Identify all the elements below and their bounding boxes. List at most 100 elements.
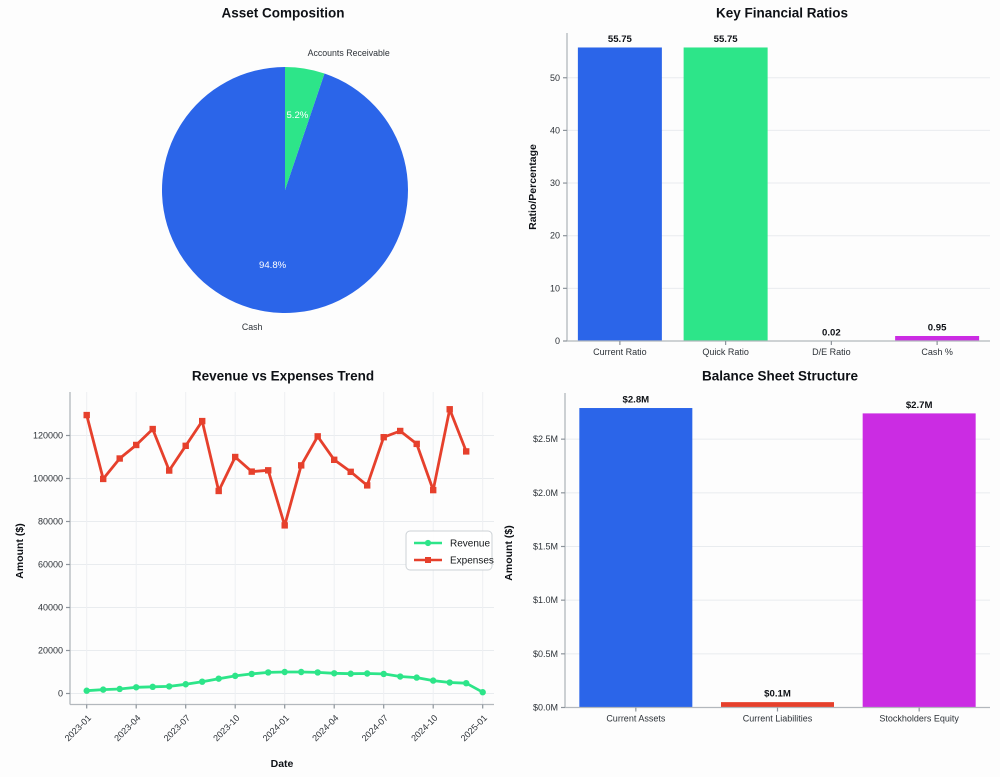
y-tick-label: 10: [550, 283, 560, 293]
y-tick-label: 40: [550, 125, 560, 135]
bar-value-label-d-e-ratio: 0.02: [822, 327, 841, 338]
pie-label-accounts-receivable: Accounts Receivable: [308, 48, 390, 58]
x-tick-label-2023-10: 2023-10: [211, 713, 241, 743]
marker-expenses: [281, 522, 288, 529]
bar-value-label-current-liabilities: $0.1M: [764, 689, 791, 700]
marker-expenses: [199, 417, 206, 425]
pie-label-cash: Cash: [242, 322, 263, 332]
y-tick-label: 30: [550, 178, 560, 188]
line-expenses: [85, 407, 468, 527]
bar-stockholders-equity: [862, 413, 976, 708]
x-tick-label-2024-10: 2024-10: [409, 713, 439, 743]
trend-chart-title: Revenue vs Expenses Trend: [191, 368, 375, 384]
y-tick-label: $0.0M: [533, 703, 558, 713]
marker-revenue: [331, 670, 338, 677]
pie-percentage-accounts-receivable: 5.2%: [286, 110, 308, 121]
pie-slice-accounts-receivable: [285, 67, 325, 190]
marker-revenue: [133, 684, 140, 691]
marker-expenses: [265, 467, 272, 474]
y-tick-label: 80000: [38, 517, 63, 527]
marker-expenses: [166, 467, 173, 474]
marker-expenses: [215, 487, 222, 495]
x-tick-label-2023-04: 2023-04: [112, 713, 142, 743]
y-tick-label: $2.5M: [533, 434, 558, 444]
marker-revenue: [364, 670, 371, 677]
marker-expenses: [100, 475, 107, 483]
marker-revenue: [380, 670, 387, 678]
marker-revenue: [232, 672, 239, 680]
y-tick-label: $1.5M: [533, 541, 558, 551]
x-tick-label-current-ratio: Current Ratio: [593, 347, 647, 357]
marker-revenue: [199, 678, 206, 685]
pie-chart-title: Asset Composition: [221, 5, 345, 21]
bar-value-label-cash: 0.95: [928, 322, 947, 333]
pie-percentage-cash: 94.8%: [259, 260, 287, 271]
legend-marker-revenue: [424, 539, 432, 547]
revenue-expenses-line-chart: 0 20000 40000 60000 80000 100000 120000 2023-01…: [33, 392, 494, 743]
marker-expenses: [248, 468, 255, 475]
marker-expenses: [314, 433, 321, 440]
marker-expenses: [116, 455, 123, 462]
marker-revenue: [463, 679, 470, 687]
marker-expenses: [182, 442, 189, 450]
marker-revenue: [248, 670, 255, 678]
marker-expenses: [149, 425, 156, 433]
bar-value-label-current-ratio: 55.75: [608, 34, 633, 45]
marker-expenses: [364, 482, 371, 489]
y-tick-label: 0: [555, 336, 560, 346]
y-tick-label: $0.5M: [533, 649, 558, 659]
marker-revenue: [281, 668, 288, 676]
marker-expenses: [380, 434, 387, 441]
ratios-chart-title: Key Financial Ratios: [715, 5, 849, 21]
marker-expenses: [430, 486, 437, 494]
pie-slice-cash: [161, 67, 408, 313]
marker-expenses: [347, 468, 354, 476]
marker-revenue: [347, 670, 354, 677]
marker-revenue: [166, 683, 173, 690]
bar-value-label-quick-ratio: 55.75: [714, 34, 739, 45]
y-tick-label: 20: [550, 231, 560, 241]
marker-revenue: [430, 677, 437, 684]
x-tick-label-d-e-ratio: D/E Ratio: [812, 347, 851, 357]
bar-value-label-current-assets: $2.8M: [622, 395, 649, 406]
marker-expenses: [232, 453, 239, 461]
key-financial-ratios-bar-chart: 0 10 20 30 40 50 Current Ratio 55.75 Quick Ratio…: [550, 33, 990, 357]
legend-label-revenue: Revenue: [450, 539, 490, 550]
asset-composition-pie-chart: 94.8% Cash 5.2% Accounts Receivable: [161, 48, 408, 332]
x-tick-label-cash: Cash %: [921, 347, 953, 357]
marker-expenses: [331, 456, 338, 463]
marker-revenue: [314, 669, 321, 676]
y-tick-label: 60000: [38, 560, 63, 570]
marker-revenue: [446, 679, 453, 686]
marker-revenue: [265, 669, 272, 676]
marker-revenue: [116, 685, 123, 693]
marker-revenue: [149, 683, 156, 691]
x-tick-label-current-liabilities: Current Liabilities: [743, 714, 813, 724]
balance-chart-title: Balance Sheet Structure: [701, 368, 859, 384]
marker-revenue: [182, 681, 189, 688]
bar-current-ratio: [577, 47, 662, 341]
y-tick-label: 40000: [38, 603, 63, 613]
bar-value-label-stockholders-equity: $2.7M: [906, 400, 933, 411]
marker-revenue: [83, 687, 90, 694]
marker-revenue: [100, 686, 107, 693]
y-tick-label: 50: [550, 73, 560, 83]
marker-revenue: [397, 673, 404, 680]
marker-revenue: [298, 668, 305, 676]
balance-sheet-bar-chart: $0.0M $0.5M $1.0M $1.5M $2.0M $2.5M Current As…: [533, 393, 990, 724]
marker-expenses: [83, 411, 90, 419]
x-tick-label-2024-01: 2024-01: [261, 713, 291, 743]
x-tick-label-2023-07: 2023-07: [162, 713, 192, 743]
x-tick-label-2024-07: 2024-07: [360, 713, 390, 743]
x-tick-label-2024-04: 2024-04: [310, 713, 340, 743]
bar-cash: [895, 335, 980, 341]
legend-label-expenses: Expenses: [450, 556, 494, 567]
marker-expenses: [397, 427, 404, 435]
trend-x-axis-label: Date: [270, 758, 294, 770]
y-tick-label: 20000: [38, 646, 63, 656]
y-tick-label: 0: [58, 689, 63, 699]
x-tick-label-quick-ratio: Quick Ratio: [702, 347, 749, 357]
bar-current-liabilities: [721, 702, 834, 708]
marker-revenue: [479, 689, 486, 696]
